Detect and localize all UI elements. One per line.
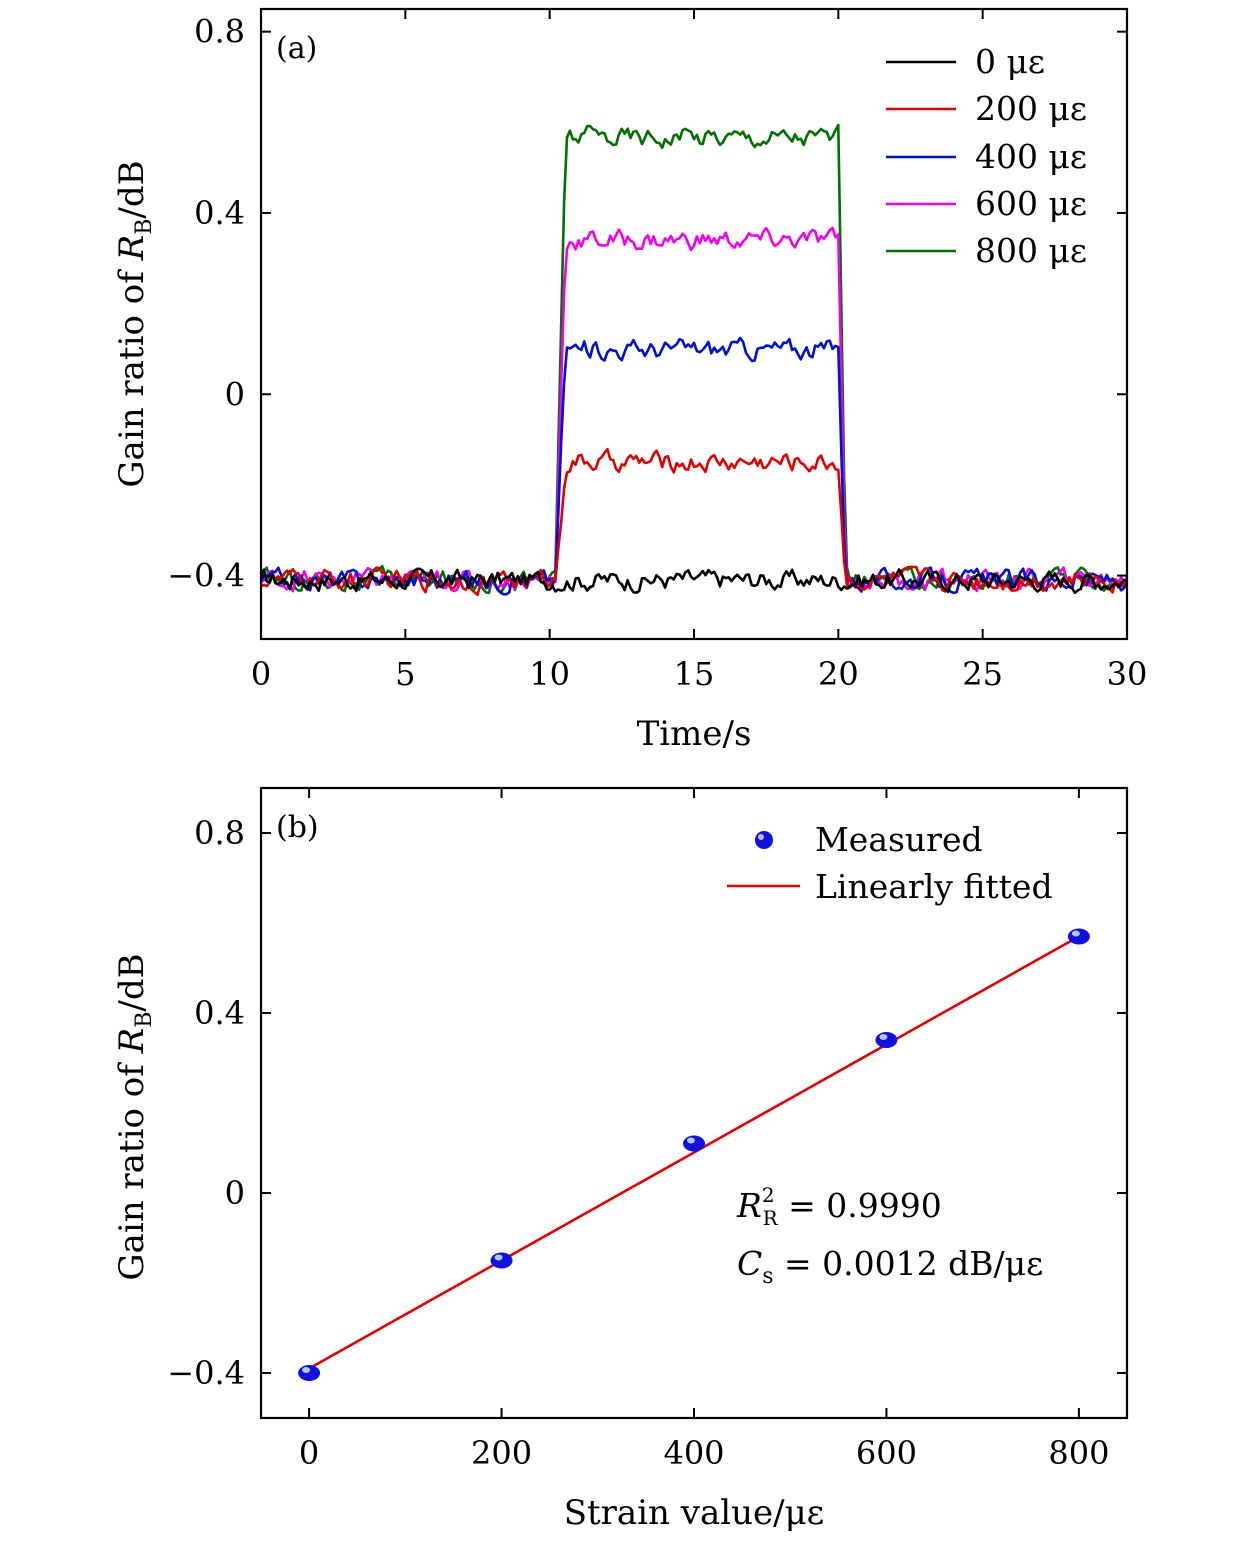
panel-a-ytick-label: −0.4: [167, 557, 245, 595]
panel-b-ytick-label: 0: [225, 1174, 245, 1212]
panel-a-label: (a): [276, 31, 317, 66]
panel-b-ytick-label: 0.8: [194, 814, 245, 852]
annotation-r-squared: R2 R = 0.9990: [736, 1183, 942, 1230]
series-line: [260, 226, 1129, 593]
panel-a-ticks: 0 5 10 15 20 25 30 −0.4 0 0.4 0.8: [167, 9, 1147, 693]
data-point-highlight: [1071, 930, 1080, 937]
panel-b-xlabel: Strain value/με: [564, 1493, 825, 1533]
legend-label-800: 800 με: [975, 231, 1087, 270]
series-line: [260, 447, 1129, 597]
data-point: [875, 1032, 898, 1048]
panel-a-ytick-label: 0.8: [194, 13, 245, 51]
annotation-sensitivity: Cs = 0.0012 dB/με: [737, 1244, 1043, 1289]
panel-b-xtick-label: 0: [299, 1434, 319, 1472]
panel-a-legend: 0 με 200 με 400 με 600 με 800 με: [886, 42, 1087, 270]
data-point: [298, 1365, 321, 1381]
panel-a: 0 5 10 15 20 25 30 −0.4 0 0.4 0.8 (a) 0 με 200 με …: [112, 7, 1147, 754]
legend-label-600: 600 με: [975, 184, 1087, 223]
panel-a-xtick-label: 10: [529, 655, 570, 693]
legend-label-0: 0 με: [975, 42, 1045, 81]
panel-a-series: [259, 123, 1129, 597]
data-point: [683, 1135, 705, 1152]
panel-a-xtick-label: 30: [1107, 655, 1148, 693]
panel-a-ytick-label: 0: [225, 375, 245, 413]
panel-b-label: (b): [276, 810, 319, 845]
panel-b-xtick-label: 400: [663, 1434, 724, 1472]
panel-a-xtick-label: 15: [674, 655, 715, 693]
panel-b-ytick-label: 0.4: [194, 994, 245, 1032]
legend-label-fit: Linearly fitted: [815, 867, 1053, 906]
panel-b-xtick-label: 200: [471, 1434, 532, 1472]
legend-marker-measured: [755, 831, 773, 849]
data-point-highlight: [687, 1137, 695, 1144]
panel-a-ytick-label: 0.4: [194, 194, 245, 232]
panel-b-ticks: 0 200 400 600 800 −0.4 0 0.4 0.8: [167, 788, 1127, 1472]
panel-a-xtick-label: 25: [962, 655, 1003, 693]
legend-label-400: 400 με: [975, 137, 1087, 176]
legend-label-measured: Measured: [815, 820, 983, 859]
data-point-highlight: [879, 1034, 888, 1040]
data-point-highlight: [302, 1367, 311, 1373]
panel-a-xtick-label: 20: [818, 655, 859, 693]
panel-b-ylabel: Gain ratio of RB/dB: [112, 953, 157, 1280]
panel-a-xlabel: Time/s: [637, 714, 752, 754]
legend-marker-highlight: [758, 834, 764, 840]
panel-b-xtick-label: 800: [1048, 1434, 1109, 1472]
panel-a-xtick-label: 0: [251, 655, 271, 693]
series-line: [259, 336, 1129, 596]
panel-b-series: [298, 928, 1090, 1381]
legend-label-200: 200 με: [975, 89, 1087, 128]
panel-b-legend: Measured Linearly fitted: [727, 820, 1053, 906]
series-line: [259, 567, 1128, 595]
panel-b-xtick-label: 600: [856, 1434, 917, 1472]
panel-a-xtick-label: 5: [395, 655, 415, 693]
panel-b: 0 200 400 600 800 −0.4 0 0.4 0.8 (b) Measured Li…: [112, 786, 1129, 1533]
data-point: [1067, 928, 1090, 945]
data-point-highlight: [494, 1254, 503, 1261]
panel-b-ytick-label: −0.4: [167, 1354, 245, 1392]
fit-line: [308, 935, 1080, 1370]
panel-a-ylabel: Gain ratio of RB/dB: [112, 160, 157, 487]
data-point: [490, 1252, 513, 1269]
